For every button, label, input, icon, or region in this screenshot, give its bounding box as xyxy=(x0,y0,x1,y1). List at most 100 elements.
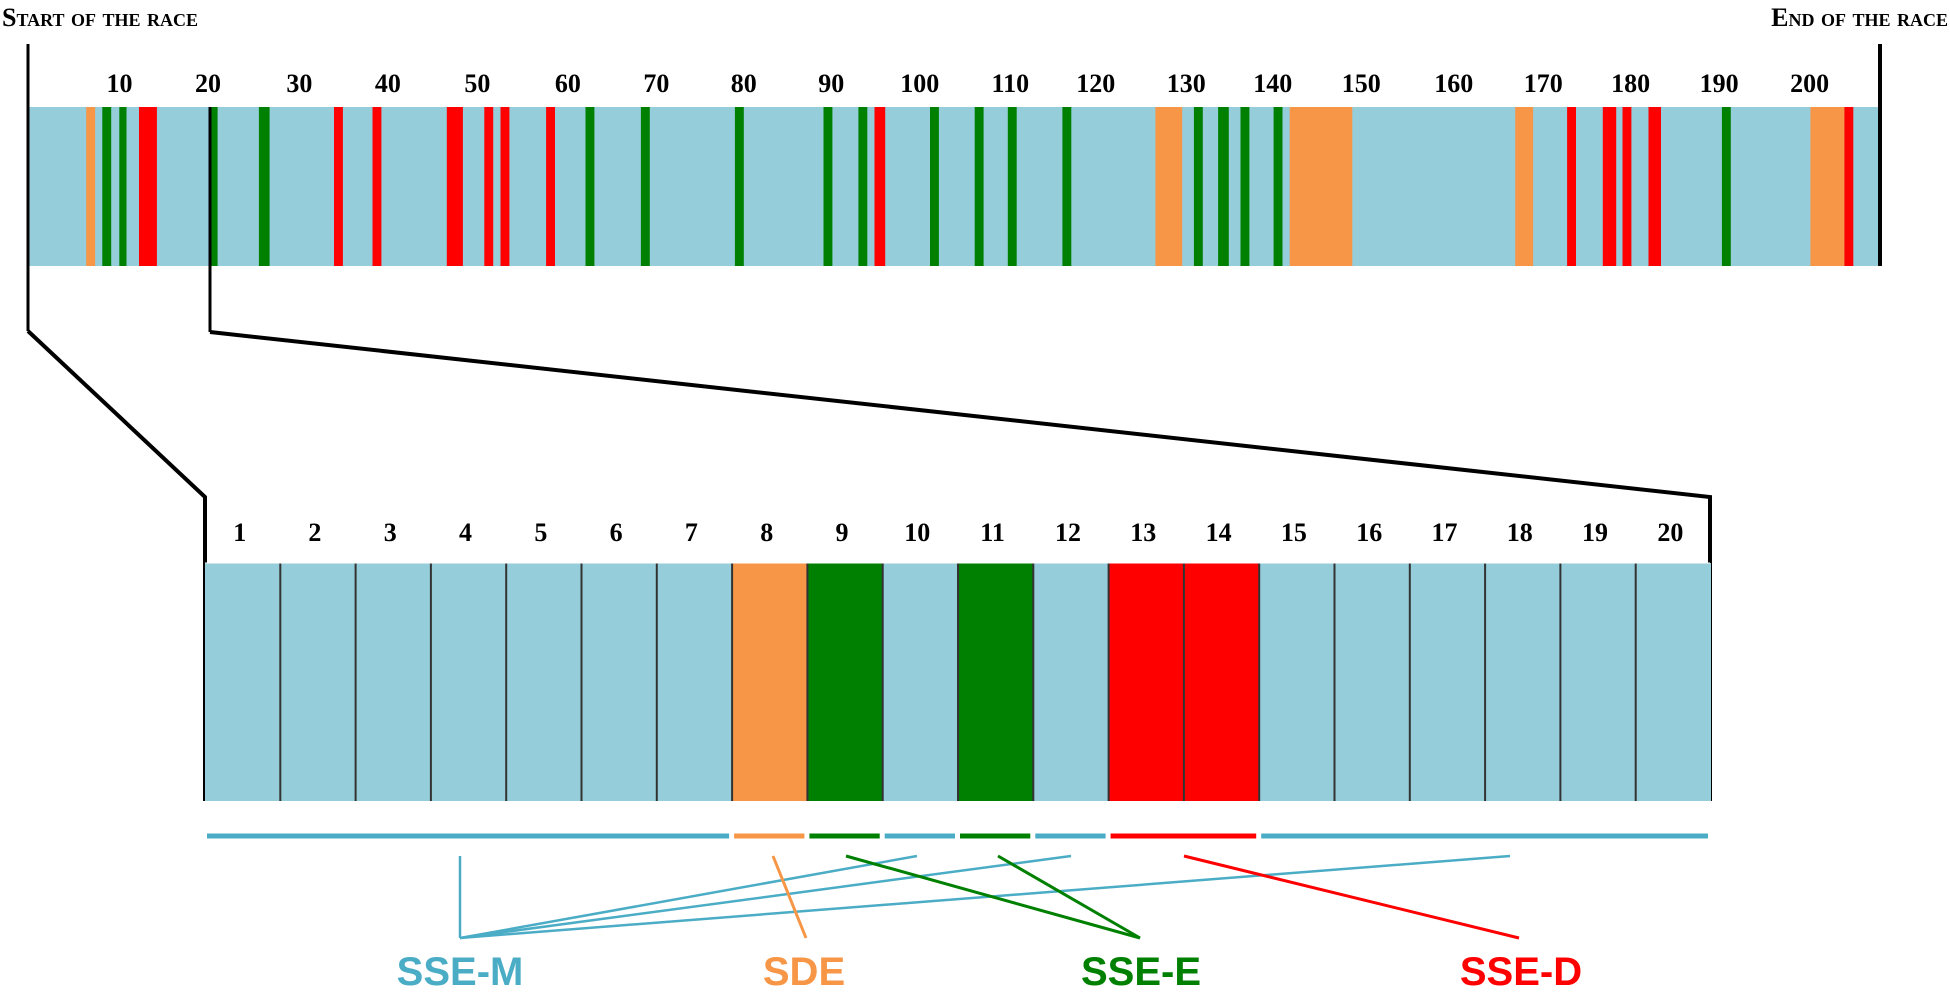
zoom-connector-left xyxy=(26,329,207,801)
zoom-stroke-label: 10 xyxy=(904,518,930,547)
legend-label-sse-d: SSE-D xyxy=(1460,950,1582,994)
zoom-stroke-16-sse-m xyxy=(1334,563,1410,801)
zoom-stroke-5-sse-m xyxy=(506,563,582,801)
overview-event-sse-d xyxy=(139,107,157,266)
overview-event-sde xyxy=(86,107,96,266)
overview-event-sse-d xyxy=(874,107,886,266)
overview-event-sse-d xyxy=(334,107,343,266)
overview-event-sse-d xyxy=(500,107,510,266)
zoom-stroke-4-sse-m xyxy=(430,563,507,801)
overview-event-sse-d xyxy=(1648,107,1661,266)
overview-tick-label: 180 xyxy=(1611,69,1650,98)
zoom-stroke-3-sse-m xyxy=(355,563,431,801)
zoom-stroke-7-sse-m xyxy=(656,563,733,801)
overview-event-sse-e xyxy=(823,107,833,266)
legend-link-sde xyxy=(771,855,808,939)
overview-event-sse-e xyxy=(102,107,112,266)
zoom-stroke-label: 11 xyxy=(980,518,1005,547)
overview-tick-label: 70 xyxy=(643,69,669,98)
zoom-stroke-label: 20 xyxy=(1657,518,1683,547)
overview-tick-label: 60 xyxy=(555,69,581,98)
overview-tick-label: 170 xyxy=(1524,69,1563,98)
overview-event-sse-d xyxy=(1602,107,1617,266)
overview-frame-lines xyxy=(26,44,1882,332)
overview-tick-label: 30 xyxy=(286,69,312,98)
start-of-race-label: Start of the race xyxy=(2,3,198,32)
overview-event-sse-d xyxy=(446,107,463,266)
zoom-stroke-label: 7 xyxy=(685,518,698,547)
legend-label-sse-e: SSE-E xyxy=(1081,950,1201,994)
zoom-stroke-11-sse-e xyxy=(958,563,1034,801)
overview-event-sse-e xyxy=(974,107,984,266)
zoom-stroke-19-sse-m xyxy=(1560,563,1636,801)
zoom-stroke-label: 13 xyxy=(1130,518,1156,547)
overview-tick-label: 40 xyxy=(375,69,401,98)
overview-event-sse-d xyxy=(372,107,382,266)
overview-event-sse-e xyxy=(1240,107,1250,266)
overview-timeline-bar xyxy=(28,107,1880,266)
legend-link-sse-m xyxy=(459,854,1072,940)
zoom-stroke-label: 19 xyxy=(1582,518,1608,547)
zoom-stroke-label: 18 xyxy=(1507,518,1533,547)
overview-event-sde xyxy=(1289,107,1353,266)
legend-label-sde: SDE xyxy=(763,950,845,994)
overview-event-sse-d xyxy=(546,107,555,266)
zoom-stroke-9-sse-e xyxy=(807,563,883,801)
legend-link-sse-m xyxy=(459,854,918,940)
overview-tick-label: 110 xyxy=(992,69,1030,98)
overview-event-sse-e xyxy=(1062,107,1072,266)
legend-link-sse-d xyxy=(1183,854,1520,940)
zoom-stroke-label: 15 xyxy=(1281,518,1307,547)
zoom-stroke-15-sse-m xyxy=(1259,563,1335,801)
zoom-stroke-14-sse-d xyxy=(1183,563,1260,801)
zoom-stroke-20-sse-m xyxy=(1635,563,1711,801)
overview-tick-labels: 10 20 30 40 50 60 70 80 90 100 110 120 130 140 150 160 1… xyxy=(107,69,1830,98)
overview-tick-label: 90 xyxy=(818,69,844,98)
zoom-stroke-label: 8 xyxy=(760,518,773,547)
overview-event-sse-d xyxy=(1622,107,1632,266)
zoom-stroke-label: 5 xyxy=(534,518,547,547)
zoom-stroke-label: 2 xyxy=(308,518,321,547)
zoom-stroke-2-sse-m xyxy=(280,563,356,801)
overview-tick-label: 120 xyxy=(1076,69,1115,98)
overview-tick-label: 20 xyxy=(195,69,221,98)
overview-event-sde xyxy=(1155,107,1183,266)
zoom-stroke-label: 12 xyxy=(1055,518,1081,547)
overview-event-sse-e xyxy=(1193,107,1203,266)
legend-link-sse-e xyxy=(845,854,1141,940)
overview-event-sse-e xyxy=(1218,107,1229,266)
zoom-stroke-label: 6 xyxy=(610,518,623,547)
legend-link-sse-e xyxy=(997,854,1141,940)
overview-event-sse-d xyxy=(1844,107,1854,266)
overview-event-sde xyxy=(1810,107,1845,266)
overview-tick-label: 150 xyxy=(1342,69,1381,98)
overview-event-sse-e xyxy=(1721,107,1731,266)
zoom-stroke-label: 17 xyxy=(1432,518,1458,547)
overview-tick-label: 50 xyxy=(464,69,490,98)
overview-tick-label: 140 xyxy=(1253,69,1292,98)
overview-event-sse-e xyxy=(1007,107,1017,266)
zoom-stroke-label: 9 xyxy=(836,518,849,547)
zoom-stroke-17-sse-m xyxy=(1409,563,1486,801)
zoom-stroke-13-sse-d xyxy=(1108,563,1184,801)
zoom-stroke-8-sde xyxy=(732,563,808,801)
legend-link-lines xyxy=(458,854,1520,940)
overview-event-sse-e xyxy=(585,107,595,266)
overview-event-sse-e xyxy=(258,107,270,266)
overview-event-sse-e xyxy=(930,107,939,266)
zoom-stroke-6-sse-m xyxy=(581,563,657,801)
overview-event-sse-e xyxy=(640,107,650,266)
overview-event-sse-d xyxy=(484,107,494,266)
legend-label-sse-m: SSE-M xyxy=(397,950,524,994)
overview-event-sse-e xyxy=(734,107,744,266)
zoom-stroke-label: 3 xyxy=(384,518,397,547)
overview-event-sse-e xyxy=(858,107,868,266)
zoom-stroke-18-sse-m xyxy=(1485,563,1561,801)
overview-tick-label: 10 xyxy=(107,69,133,98)
overview-tick-label: 200 xyxy=(1790,69,1829,98)
overview-event-sde xyxy=(1515,107,1534,266)
overview-event-sse-e xyxy=(119,107,127,266)
zoom-stroke-label: 4 xyxy=(459,518,472,547)
legend-link-sse-m xyxy=(459,854,1511,940)
